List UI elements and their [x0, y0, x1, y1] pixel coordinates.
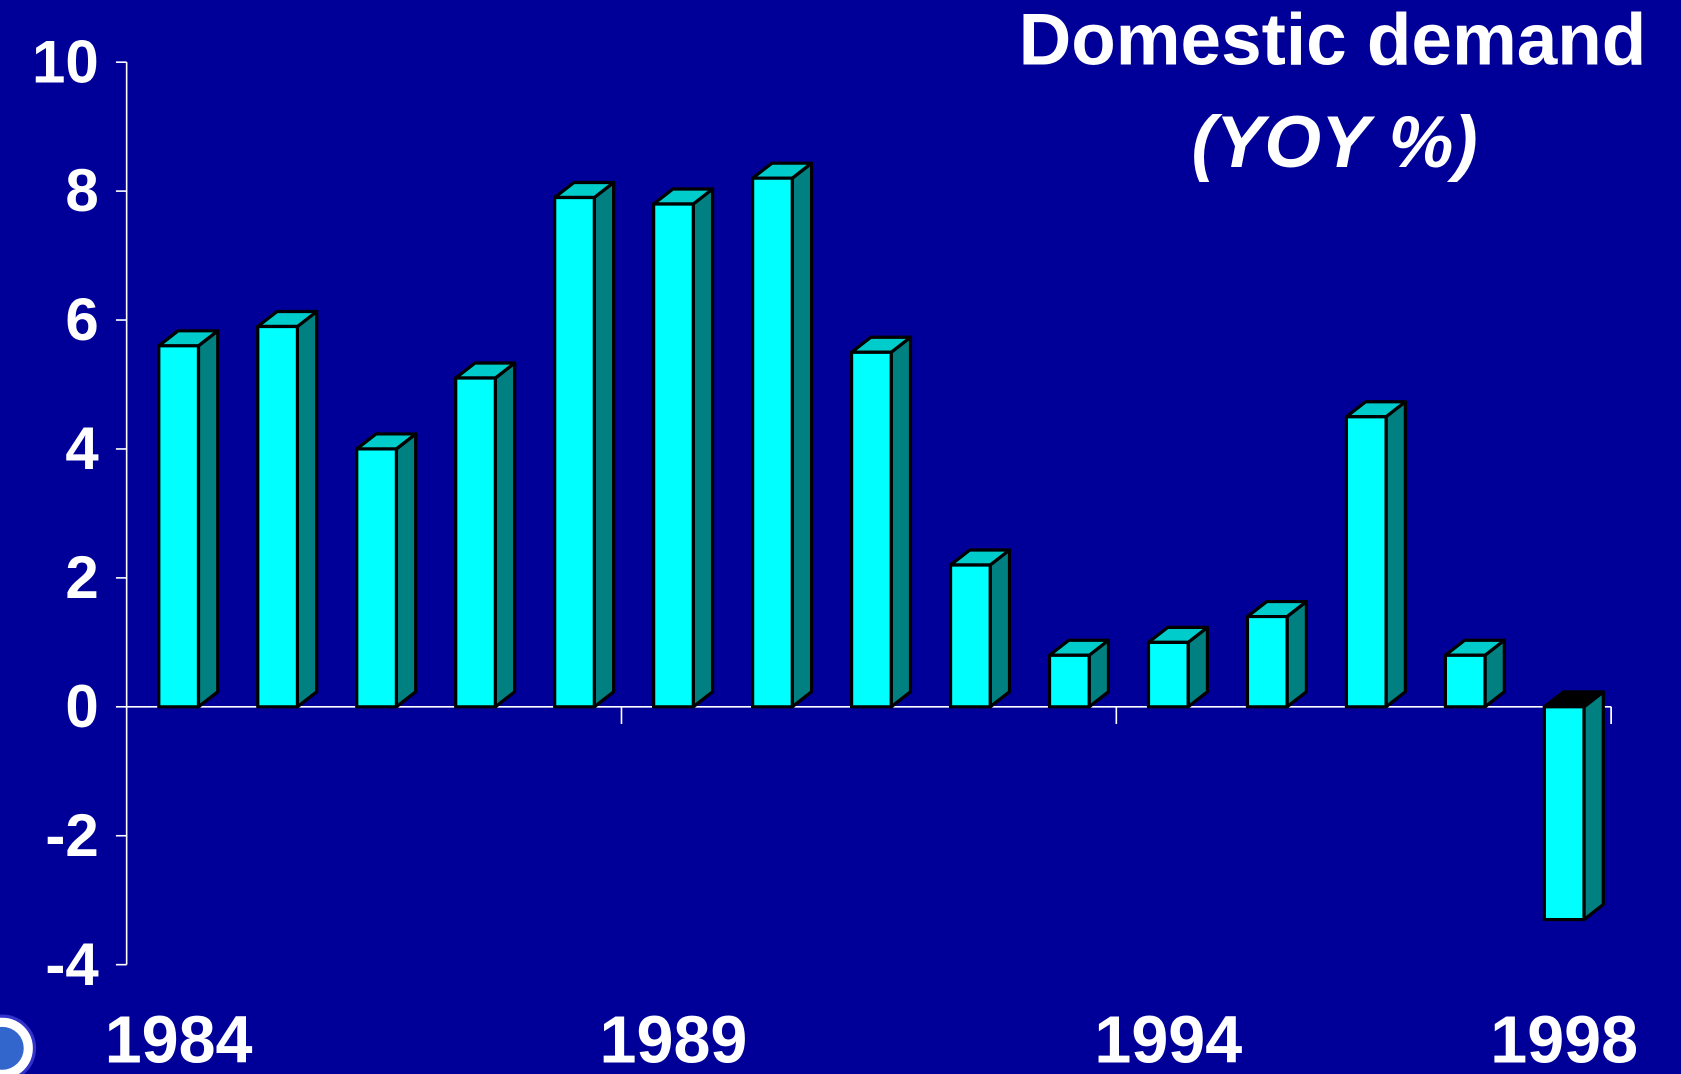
bar	[1146, 625, 1210, 709]
chart-title: Domestic demand	[1019, 0, 1647, 80]
logo	[0, 1014, 37, 1074]
bar-side	[691, 187, 715, 709]
bar-side	[1384, 400, 1407, 709]
y-tick-label: 8	[65, 157, 98, 224]
bar-front	[750, 176, 794, 709]
bar-front	[1443, 653, 1487, 709]
bar	[750, 161, 814, 709]
bar	[652, 187, 715, 709]
bar	[1047, 638, 1111, 709]
bar-front	[1245, 614, 1289, 709]
x-tick-label: 1994	[1094, 1004, 1242, 1074]
bar-side	[1582, 690, 1605, 922]
bar-side	[790, 161, 814, 709]
bar-side	[295, 309, 319, 709]
bar	[1344, 400, 1407, 709]
bar-side	[988, 548, 1012, 709]
bar	[256, 309, 319, 709]
bar-front	[948, 563, 992, 709]
bar	[1542, 690, 1605, 922]
bar	[1245, 599, 1309, 709]
bar-front	[1047, 653, 1091, 709]
bar	[157, 329, 220, 709]
bar-side	[196, 329, 220, 709]
bar-front	[355, 447, 399, 709]
bar-front	[256, 324, 300, 709]
x-tick-label: 1984	[105, 1004, 253, 1074]
bar	[454, 361, 517, 709]
y-tick-label: 6	[65, 286, 98, 353]
bar-front	[553, 195, 596, 709]
y-tick-label: 0	[65, 673, 98, 740]
x-tick-label: 1998	[1490, 1004, 1638, 1074]
bar-front	[1542, 705, 1586, 922]
bar-front	[1146, 640, 1190, 709]
bar-front	[652, 202, 695, 709]
bar-front	[1344, 415, 1388, 709]
bar	[355, 432, 418, 709]
y-tick-label: -4	[45, 931, 99, 998]
y-tick-label: 2	[65, 544, 98, 611]
x-tick-label: 1989	[600, 1004, 748, 1074]
bar	[553, 180, 616, 709]
bar-side	[889, 335, 913, 709]
bar	[849, 335, 913, 709]
bar	[1443, 638, 1506, 709]
bar-side	[394, 432, 418, 709]
chart-subtitle: (YOY %)	[1192, 102, 1478, 183]
bar-side	[493, 361, 517, 709]
bar-front	[849, 350, 893, 709]
y-tick-label: 4	[65, 415, 99, 482]
bar-front	[454, 376, 497, 709]
bar-front	[157, 344, 201, 709]
y-tick-label: -2	[45, 802, 98, 869]
bar-side	[1285, 599, 1309, 709]
bar-side	[592, 180, 616, 709]
bar	[948, 548, 1012, 709]
y-tick-label: 10	[32, 28, 99, 95]
